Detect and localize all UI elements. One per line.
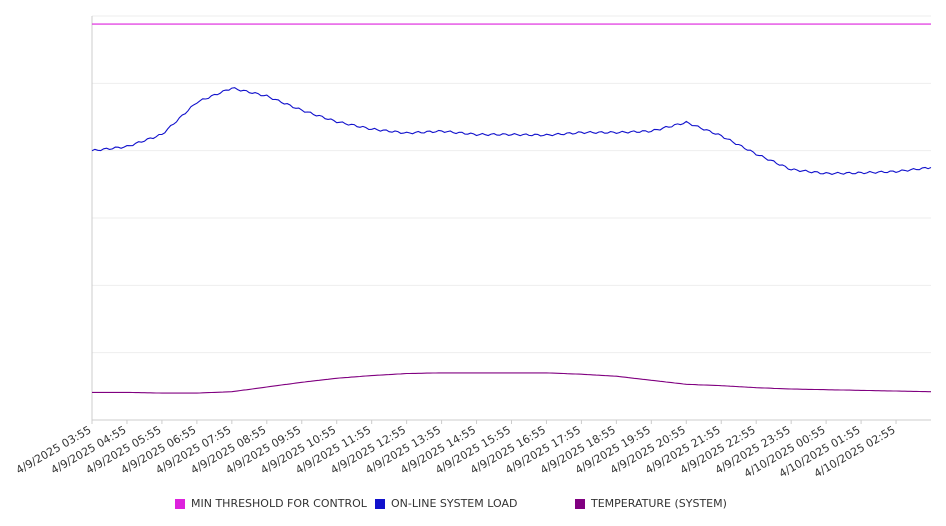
- legend-swatch-min-threshold: [175, 498, 185, 509]
- legend-swatch-temperature: [575, 498, 585, 509]
- legend-label: ON-LINE SYSTEM LOAD: [391, 497, 518, 510]
- x-tick-labels: 4/9/2025 03:554/9/2025 04:554/9/2025 05:…: [14, 420, 898, 480]
- legend-label: TEMPERATURE (SYSTEM): [591, 497, 727, 510]
- legend-label: MIN THRESHOLD FOR CONTROL: [191, 497, 367, 510]
- grid-lines: [92, 15, 931, 354]
- legend-item-system-load[interactable]: ON-LINE SYSTEM LOAD: [375, 497, 517, 510]
- legend: MIN THRESHOLD FOR CONTROL ON-LINE SYSTEM…: [0, 497, 946, 515]
- legend-item-min-threshold[interactable]: MIN THRESHOLD FOR CONTROL: [175, 497, 367, 510]
- legend-item-temperature[interactable]: TEMPERATURE (SYSTEM): [575, 497, 727, 510]
- legend-swatch-system-load: [375, 498, 385, 509]
- series-line-2: [92, 372, 931, 394]
- series-line-1: [91, 87, 932, 175]
- series-layer: [91, 23, 932, 394]
